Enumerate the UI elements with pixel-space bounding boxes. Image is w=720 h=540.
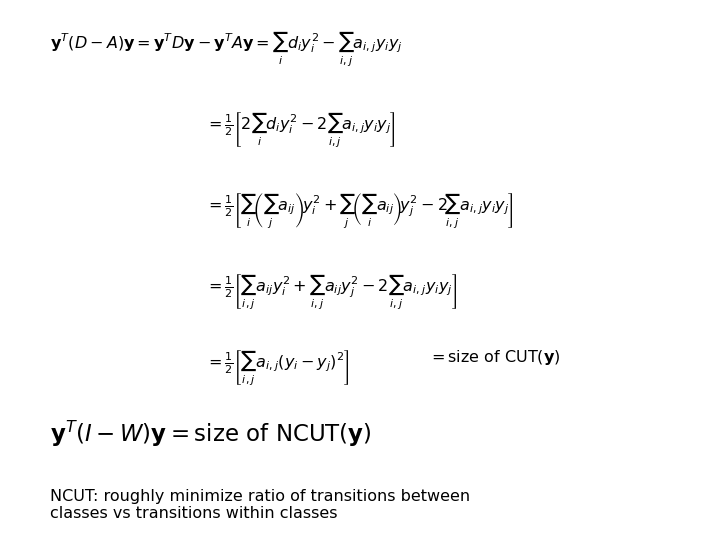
Text: $\mathbf{y}^{T}(I - W)\mathbf{y} = \mathrm{size\ of\ NCUT}(\mathbf{y})$: $\mathbf{y}^{T}(I - W)\mathbf{y} = \math…: [50, 418, 372, 449]
Text: $= \frac{1}{2}\left[2\sum_i d_i y_i^{2} - 2\sum_{i,j} a_{i,j} y_i y_j\right]$: $= \frac{1}{2}\left[2\sum_i d_i y_i^{2} …: [205, 111, 396, 150]
Text: $= \frac{1}{2}\left[\sum_i\!\left(\sum_j a_{ij}\right)\!y_i^{2} + \sum_j\!\left(: $= \frac{1}{2}\left[\sum_i\!\left(\sum_j…: [205, 192, 514, 231]
Text: $= \frac{1}{2}\left[\sum_{i,j} a_{i,j}(y_i - y_j)^{2}\right]$: $= \frac{1}{2}\left[\sum_{i,j} a_{i,j}(y…: [205, 348, 350, 388]
Text: $= \frac{1}{2}\left[\sum_{i,j} a_{ij} y_i^{2} + \sum_{i,j} a_{ij} y_j^{2} - 2\su: $= \frac{1}{2}\left[\sum_{i,j} a_{ij} y_…: [205, 273, 457, 312]
Text: NCUT: roughly minimize ratio of transitions between
classes vs transitions withi: NCUT: roughly minimize ratio of transiti…: [50, 489, 471, 521]
Text: $= \mathrm{size\ of\ CUT}(\mathbf{y})$: $= \mathrm{size\ of\ CUT}(\mathbf{y})$: [428, 348, 561, 367]
Text: $\mathbf{y}^{T}(D-A)\mathbf{y} = \mathbf{y}^{T}D\mathbf{y} - \mathbf{y}^{T}A\mat: $\mathbf{y}^{T}(D-A)\mathbf{y} = \mathbf…: [50, 30, 403, 69]
